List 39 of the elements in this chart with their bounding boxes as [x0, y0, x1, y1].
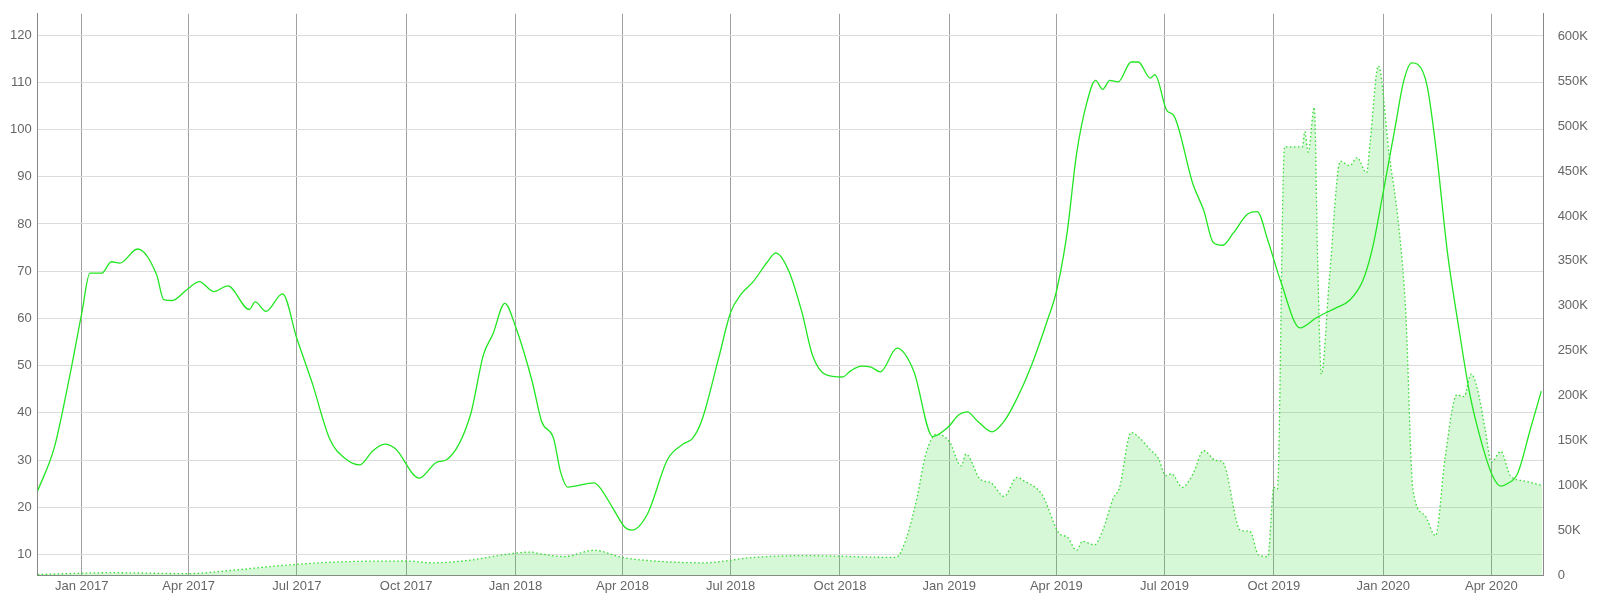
y2-tick-label: 350K	[1557, 252, 1589, 268]
y2-tick-label: 200K	[1557, 387, 1589, 403]
x-tick-label: Jul 2018	[706, 577, 756, 593]
x-tick-label: Oct 2018	[813, 577, 867, 593]
x-tick-label: Apr 2019	[1029, 577, 1083, 593]
y2-tick-label: 250K	[1557, 342, 1589, 358]
y-tick-label: 70	[17, 262, 32, 278]
y-tick-label: 120	[9, 26, 32, 42]
y2-tick-label: 0	[1557, 566, 1565, 582]
y-tick-label: 60	[17, 310, 32, 326]
y-tick-label: 50	[17, 357, 32, 373]
y-tick-label: 110	[10, 73, 32, 89]
y2-tick-label: 300K	[1557, 297, 1589, 313]
y-tick-label: 100	[9, 121, 32, 137]
x-tick-label: Apr 2020	[1464, 577, 1518, 593]
x-tick-label: Jan 2017	[54, 577, 109, 593]
y2-tick-label: 450K	[1557, 162, 1589, 178]
x-tick-label: Jul 2019	[1139, 577, 1190, 593]
y2-tick-label: 500K	[1557, 117, 1589, 133]
y2-tick-label: 150K	[1557, 432, 1589, 448]
y2-tick-label: 50K	[1557, 522, 1582, 538]
y2-tick-label: 100K	[1557, 477, 1589, 493]
y2-tick-label: 600K	[1557, 27, 1589, 43]
y2-tick-label: 550K	[1557, 72, 1589, 88]
x-tick-label: Jan 2018	[488, 577, 543, 593]
x-tick-label: Jan 2020	[1356, 577, 1410, 593]
y-tick-label: 40	[17, 404, 32, 420]
y-tick-label: 80	[17, 215, 32, 231]
y-tick-label: 90	[17, 168, 32, 184]
x-tick-label: Apr 2017	[162, 577, 216, 593]
y2-tick-label: 400K	[1557, 207, 1589, 223]
x-tick-label: Apr 2018	[596, 577, 649, 593]
y-tick-label: 30	[17, 451, 32, 467]
y-tick-label: 10	[17, 546, 32, 562]
x-tick-label: Oct 2017	[379, 577, 433, 593]
x-tick-label: Jul 2017	[272, 577, 322, 593]
x-tick-label: Jan 2019	[922, 577, 977, 593]
y-tick-label: 20	[17, 498, 32, 514]
x-tick-label: Oct 2019	[1247, 577, 1301, 593]
